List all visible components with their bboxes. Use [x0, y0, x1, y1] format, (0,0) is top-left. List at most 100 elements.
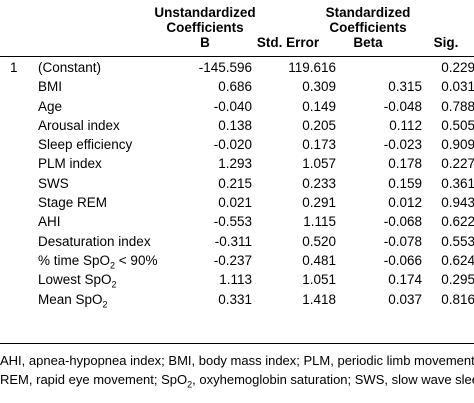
label-text: (Constant)	[38, 60, 102, 75]
beta-value	[336, 58, 422, 77]
b-value: 0.215	[218, 175, 252, 191]
table-row: AHI -0.553 1.115 -0.068 0.622	[0, 212, 474, 231]
beta-value: -0.078	[383, 233, 422, 249]
label-text: Age	[38, 98, 63, 114]
std-error-value: 0.481	[302, 252, 336, 268]
table-row: Lowest SpO2 1.113 1.051 0.174 0.295	[0, 270, 474, 289]
unstandardized-line2: Coefficients	[166, 20, 244, 35]
label-text: Mean SpO	[38, 291, 103, 307]
table-row: Stage REM 0.021 0.291 0.012 0.943	[0, 193, 474, 212]
std-error-value: 0.291	[302, 195, 336, 211]
table-row: Sleep efficiency -0.020 0.173 -0.023 0.909	[0, 135, 474, 154]
sig-value: 0.227	[441, 156, 474, 172]
row-number	[0, 97, 38, 116]
row-number	[0, 135, 38, 154]
row-number	[0, 232, 38, 251]
std-error-value: 0.149	[302, 98, 336, 114]
table-row: % time SpO2 < 90% -0.237 0.481 -0.066 0.624	[0, 251, 474, 270]
row-number	[0, 251, 38, 270]
b-value: 0.138	[218, 117, 252, 133]
sig-value: 0.909	[441, 137, 474, 153]
row-label: Desaturation index	[38, 232, 170, 251]
footnote-line-2-part-b: , oxyhemoglobin saturation; SWS, slow wa…	[192, 372, 474, 387]
footnote-line-2: REM, rapid eye movement; SpO2, oxyhemogl…	[0, 371, 474, 394]
sig-value: 0.553	[441, 233, 474, 249]
b-value: -0.040	[213, 98, 252, 114]
label-text: Sleep efficiency	[38, 137, 133, 153]
row-label: Age	[38, 97, 170, 116]
sig-value: 0.816	[441, 291, 474, 307]
beta-value: -0.048	[383, 98, 422, 114]
sig-value: 0.295	[441, 272, 474, 288]
b-value: 0.021	[218, 195, 252, 211]
beta-value: 0.178	[388, 156, 422, 172]
beta-value: -0.023	[383, 137, 422, 153]
coefficients-body: 1 (Constant) -145.596 119.616 0.229 BMI 0.686 0…	[0, 58, 474, 309]
label-text: SWS	[38, 175, 69, 191]
row-number	[0, 77, 38, 96]
coefficients-table: 1 (Constant) -145.596 119.616 0.229 BMI 0.686 0…	[0, 58, 474, 309]
b-value: 0.331	[218, 291, 252, 307]
std-error-value: 0.233	[302, 175, 336, 191]
b-value: -0.020	[213, 137, 252, 153]
beta-value: -0.068	[383, 214, 422, 230]
b-value: -0.553	[213, 214, 252, 230]
row-label: Sleep efficiency	[38, 135, 170, 154]
sig-value: 0.505	[441, 117, 474, 133]
standardized-line1: Standardized	[325, 5, 411, 20]
label-subscript: 2	[110, 260, 116, 271]
label-text: Desaturation index	[38, 233, 151, 249]
table-row: BMI 0.686 0.309 0.315 0.031	[0, 77, 474, 96]
sig-value: 0.622	[441, 214, 474, 230]
row-number	[0, 212, 38, 231]
unstandardized-line1: Unstandardized	[154, 5, 256, 20]
b-value: -0.311	[214, 233, 252, 249]
label-text: Stage REM	[38, 195, 108, 211]
row-label: SWS	[38, 174, 170, 193]
footnote-line-2-subscript: 2	[187, 379, 193, 390]
table-row: Desaturation index -0.311 0.520 -0.078 0.553	[0, 232, 474, 251]
row-label: Stage REM	[38, 193, 170, 212]
table-row: SWS 0.215 0.233 0.159 0.361	[0, 174, 474, 193]
row-label: Mean SpO2	[38, 290, 170, 309]
table-row: Mean SpO2 0.331 1.418 0.037 0.816	[0, 290, 474, 309]
label-subscript: 2	[102, 299, 108, 310]
row-label: BMI	[38, 77, 170, 96]
sig-value: 0.943	[441, 195, 474, 211]
label-text: Lowest SpO	[38, 272, 112, 288]
sig-value: 0.229	[441, 60, 474, 75]
std-error-value: 0.173	[302, 137, 336, 153]
beta-value: 0.012	[388, 195, 422, 211]
sig-value: 0.031	[441, 79, 474, 95]
label-text: BMI	[38, 79, 63, 95]
label-text: < 90%	[115, 252, 158, 268]
b-value: 1.293	[218, 156, 252, 172]
table-row: Age -0.040 0.149 -0.048 0.788	[0, 97, 474, 116]
beta-header: Beta	[353, 35, 383, 50]
sig-value: 0.624	[441, 252, 474, 268]
unstandardized-header: Unstandardized Coefficients B	[150, 5, 260, 50]
table-row: Arousal index 0.138 0.205 0.112 0.505	[0, 116, 474, 135]
row-label: PLM index	[38, 154, 170, 173]
std-error-value: 119.616	[288, 60, 336, 75]
row-number	[0, 290, 38, 309]
std-error-value: 0.309	[302, 79, 336, 95]
row-label: Lowest SpO2	[38, 270, 170, 289]
bottom-rule	[0, 343, 474, 344]
std-error-header: Std. Error	[256, 35, 320, 50]
row-number	[0, 270, 38, 289]
row-label: AHI	[38, 212, 170, 231]
row-number	[0, 116, 38, 135]
label-text: Arousal index	[38, 117, 120, 133]
std-error-value: 0.520	[302, 233, 336, 249]
row-label: (Constant)	[38, 58, 170, 77]
b-value: -145.596	[198, 60, 252, 75]
footnote-line-1: AHI, apnea-hypopnea index; BMI, body mas…	[0, 353, 474, 368]
std-error-value: 1.057	[302, 156, 336, 172]
label-text: % time SpO	[38, 252, 111, 268]
beta-value: 0.174	[388, 272, 422, 288]
std-error-value: 1.115	[303, 214, 336, 230]
footnote-line-2-part-a: REM, rapid eye movement; SpO	[0, 372, 188, 387]
row-number	[0, 174, 38, 193]
